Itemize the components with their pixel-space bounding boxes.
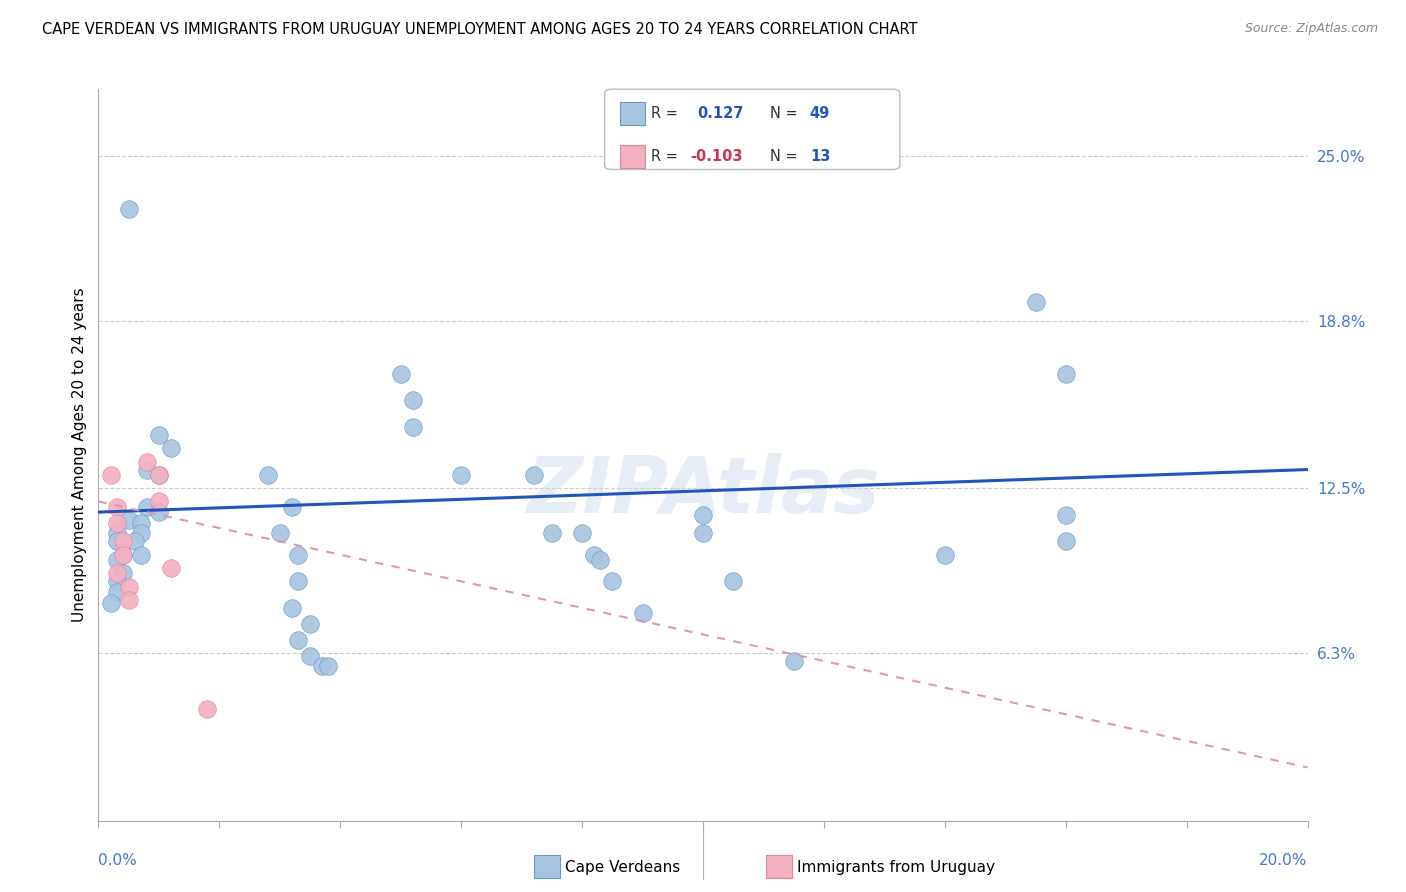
Point (311, 659, 333, 673)
Text: Source: ZipAtlas.com: Source: ZipAtlas.com (1244, 22, 1378, 36)
Point (148, 494, 170, 508)
Point (389, 367, 412, 381)
Text: 0.127: 0.127 (697, 106, 744, 120)
Point (783, 654, 806, 668)
Text: R =: R = (651, 149, 678, 163)
Point (1054, 367, 1077, 381)
Point (602, 574, 624, 589)
Point (583, 548, 606, 562)
Point (281, 600, 304, 615)
Point (402, 393, 425, 408)
Point (148, 467, 170, 482)
Point (111, 548, 134, 562)
Point (1054, 534, 1077, 549)
Text: 49: 49 (810, 106, 830, 120)
Point (105, 534, 128, 549)
Text: N =: N = (770, 106, 799, 120)
Point (934, 548, 956, 562)
Point (195, 702, 218, 716)
Text: 13: 13 (810, 149, 830, 163)
Text: ZIPAtlas: ZIPAtlas (526, 453, 880, 530)
Point (148, 428, 170, 442)
Point (111, 534, 134, 549)
Point (105, 574, 128, 589)
Point (1024, 295, 1046, 310)
Point (1054, 508, 1077, 522)
Text: R =: R = (651, 106, 678, 120)
Point (160, 561, 183, 575)
Point (571, 526, 593, 541)
Point (111, 548, 134, 562)
Point (105, 516, 128, 530)
Point (129, 526, 152, 541)
Point (402, 420, 425, 434)
Point (135, 462, 157, 476)
Point (723, 574, 745, 589)
Point (589, 553, 612, 567)
Y-axis label: Unemployment Among Ages 20 to 24 years: Unemployment Among Ages 20 to 24 years (72, 287, 87, 623)
Point (118, 580, 141, 594)
Point (111, 566, 134, 581)
Point (450, 467, 472, 482)
Point (631, 606, 654, 620)
Point (523, 467, 546, 482)
Point (160, 442, 183, 456)
Point (148, 467, 170, 482)
Point (118, 202, 141, 216)
Point (299, 648, 322, 663)
Text: N =: N = (770, 149, 799, 163)
Point (287, 548, 309, 562)
Text: CAPE VERDEAN VS IMMIGRANTS FROM URUGUAY UNEMPLOYMENT AMONG AGES 20 TO 24 YEARS C: CAPE VERDEAN VS IMMIGRANTS FROM URUGUAY … (42, 22, 918, 37)
Point (100, 467, 122, 482)
Point (692, 508, 714, 522)
Point (105, 566, 128, 581)
Point (135, 500, 157, 514)
Point (105, 553, 128, 567)
Point (148, 505, 170, 519)
Text: 0.0%: 0.0% (98, 853, 138, 868)
Point (124, 534, 146, 549)
Point (105, 500, 128, 514)
Point (105, 585, 128, 599)
Point (135, 454, 157, 468)
Point (692, 526, 714, 541)
Point (105, 526, 128, 541)
Point (316, 659, 339, 673)
Point (129, 516, 152, 530)
Point (269, 526, 291, 541)
Text: Cape Verdeans: Cape Verdeans (565, 860, 681, 874)
Point (299, 616, 322, 631)
Point (287, 574, 309, 589)
Point (281, 500, 304, 514)
Point (118, 593, 141, 607)
Text: Immigrants from Uruguay: Immigrants from Uruguay (797, 860, 995, 874)
Point (118, 513, 141, 527)
Point (100, 595, 122, 609)
Point (256, 467, 278, 482)
Point (129, 548, 152, 562)
Point (287, 632, 309, 647)
Text: 20.0%: 20.0% (1260, 853, 1308, 868)
Text: -0.103: -0.103 (690, 149, 742, 163)
Point (540, 526, 562, 541)
